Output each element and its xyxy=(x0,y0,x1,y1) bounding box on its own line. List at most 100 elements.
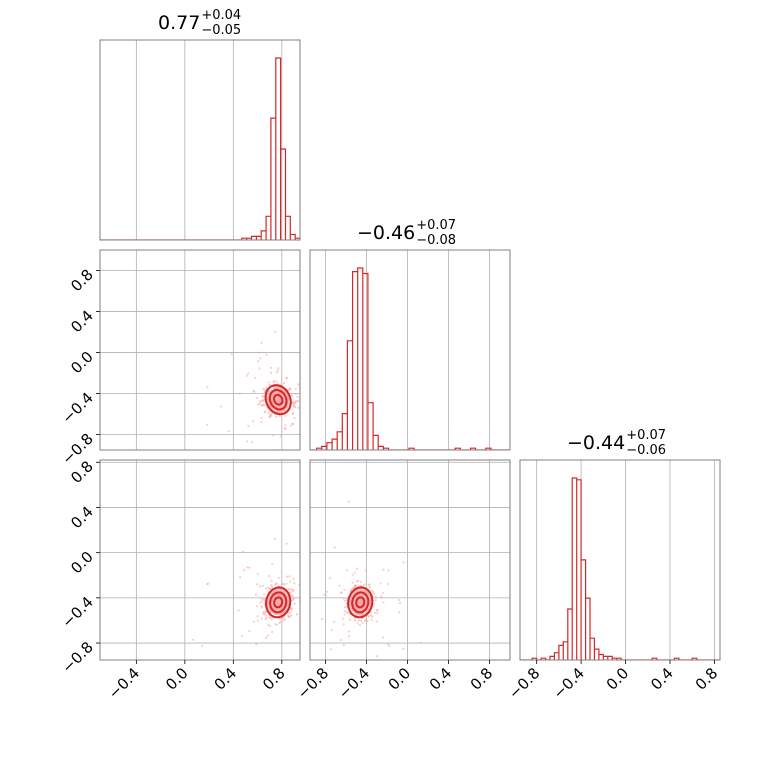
histogram-bin xyxy=(603,656,607,660)
histogram-bin xyxy=(373,435,378,450)
scatter-point xyxy=(342,623,345,626)
scatter-point xyxy=(355,567,359,571)
scatter-point xyxy=(267,381,270,384)
scatter-point xyxy=(329,648,333,651)
scatter-point xyxy=(289,424,293,427)
scatter-point xyxy=(313,357,315,359)
contour-line xyxy=(269,591,288,614)
scatter-point xyxy=(251,420,255,423)
scatter-point xyxy=(342,391,344,393)
scatter-point xyxy=(291,607,294,610)
scatter-point xyxy=(267,634,270,637)
scatter-point xyxy=(292,577,295,581)
scatter-point xyxy=(239,576,242,579)
scatter-point xyxy=(302,578,304,580)
scatter-point xyxy=(320,369,322,371)
histogram-bin xyxy=(559,645,563,660)
scatter-point xyxy=(382,601,385,604)
scatter-point xyxy=(256,572,259,576)
scatter-point xyxy=(289,613,293,617)
panel-row1-col0: 0.8 0.4 0.0 −0.4−0.8 xyxy=(58,249,344,468)
scatter-point xyxy=(284,414,287,417)
scatter-point xyxy=(374,599,377,602)
scatter-point xyxy=(256,403,260,406)
scatter-point xyxy=(333,620,336,623)
scatter-point xyxy=(248,566,251,569)
scatter-point xyxy=(265,353,268,356)
scatter-point xyxy=(343,588,346,591)
x-tick-label: −0.8 xyxy=(505,664,543,702)
scatter-point xyxy=(268,624,271,628)
y-tick-label: 0.4 xyxy=(67,503,97,533)
scatter-point xyxy=(288,387,291,390)
scatter-point xyxy=(364,618,368,621)
contour-line xyxy=(355,596,366,609)
scatter-point xyxy=(380,595,383,598)
scatter-point xyxy=(274,623,277,626)
scatter-point xyxy=(247,424,250,428)
scatter-point xyxy=(251,440,254,444)
scatter-point xyxy=(370,618,373,621)
scatter-point xyxy=(373,602,376,606)
scatter-point xyxy=(343,599,346,602)
scatter-point xyxy=(259,601,262,604)
scatter-point xyxy=(370,614,373,617)
scatter-point xyxy=(284,423,287,427)
scatter-point xyxy=(330,432,332,434)
contour-line xyxy=(273,596,284,609)
scatter-point xyxy=(344,606,347,609)
scatter-point xyxy=(205,423,209,426)
scatter-point xyxy=(305,596,307,598)
scatter-point xyxy=(261,584,264,588)
x-tick-label: 0.4 xyxy=(211,664,241,694)
y-tick-label: −0.4 xyxy=(58,389,96,427)
scatter-point xyxy=(293,405,296,408)
scatter-point xyxy=(386,643,390,646)
histogram-bin xyxy=(577,480,581,660)
y-tick-label: 0.0 xyxy=(67,548,97,578)
scatter-point xyxy=(289,611,292,614)
scatter-point xyxy=(359,580,362,584)
scatter-point xyxy=(227,430,230,433)
histogram-bin xyxy=(599,655,603,660)
contour-line xyxy=(268,389,288,411)
scatter-point xyxy=(263,593,266,596)
scatter-point xyxy=(270,618,273,621)
scatter-point xyxy=(315,584,317,586)
scatter-point xyxy=(382,568,385,571)
scatter-point xyxy=(326,590,329,593)
scatter-point xyxy=(292,403,295,406)
scatter-point xyxy=(379,582,382,585)
x-tick-label: −0.4 xyxy=(549,664,587,702)
scatter-point xyxy=(245,374,248,377)
histogram-bin xyxy=(337,432,342,450)
scatter-point xyxy=(268,588,272,591)
scatter-point xyxy=(261,597,264,601)
scatter-point xyxy=(257,351,261,354)
scatter-point xyxy=(260,416,263,420)
scatter-point xyxy=(293,582,296,585)
x-tick-label: 0.4 xyxy=(647,664,677,694)
scatter-point xyxy=(291,412,294,416)
scatter-point xyxy=(368,586,371,589)
scatter-point xyxy=(267,586,270,589)
scatter-point xyxy=(382,636,385,639)
scatter-point xyxy=(375,609,379,612)
scatter-point xyxy=(342,617,345,620)
histogram-bin xyxy=(550,656,554,660)
panel-row2-col0: −0.4 0.0 0.4 0.80.80.40.0−0.4−0.8 xyxy=(58,457,317,703)
scatter-point xyxy=(327,410,329,412)
histogram-bin xyxy=(332,439,337,450)
histogram-outline xyxy=(310,267,510,450)
scatter-point xyxy=(260,600,263,603)
scatter-point xyxy=(191,638,194,641)
scatter-point xyxy=(260,617,263,620)
scatter-point xyxy=(295,613,299,616)
scatter-point xyxy=(206,386,209,389)
scatter-point xyxy=(271,563,274,566)
scatter-point xyxy=(219,405,223,408)
scatter-point xyxy=(260,403,264,407)
scatter-point xyxy=(311,633,313,635)
scatter-point xyxy=(285,542,288,545)
histogram-bin xyxy=(368,403,373,450)
